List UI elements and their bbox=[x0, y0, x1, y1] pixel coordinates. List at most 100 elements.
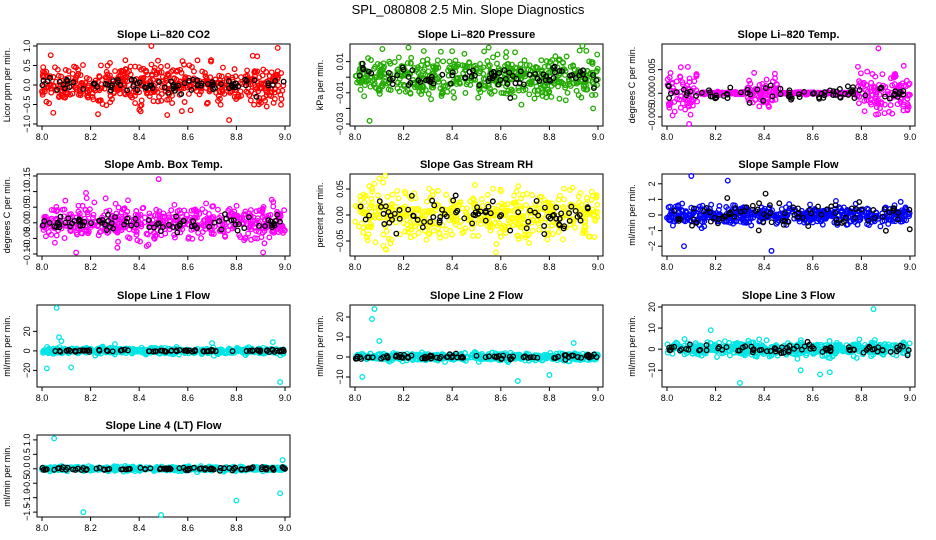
data-point-black bbox=[414, 216, 421, 223]
data-point-black bbox=[504, 80, 511, 87]
data-point-black bbox=[63, 347, 70, 354]
data-point-black bbox=[577, 68, 584, 75]
data-point bbox=[475, 232, 482, 239]
data-point bbox=[677, 74, 684, 81]
data-point-black bbox=[439, 206, 446, 213]
data-point bbox=[50, 82, 57, 89]
data-point bbox=[470, 232, 477, 239]
y-tick-label: 0.00 bbox=[22, 214, 32, 232]
data-point bbox=[667, 70, 674, 76]
data-point-black bbox=[149, 85, 156, 91]
data-point bbox=[365, 77, 372, 84]
data-point-black bbox=[386, 76, 393, 83]
data-point-black bbox=[243, 77, 250, 84]
data-point bbox=[864, 68, 871, 75]
figure-title: SPL_080808 2.5 Min. Slope Diagnostics bbox=[352, 2, 585, 17]
data-point bbox=[502, 54, 509, 61]
data-point-black bbox=[574, 213, 581, 220]
data-point bbox=[51, 207, 58, 214]
data-point-black bbox=[430, 214, 437, 221]
data-point bbox=[133, 231, 140, 238]
data-point-black bbox=[858, 206, 865, 213]
data-point-black bbox=[256, 222, 262, 229]
data-point bbox=[376, 215, 383, 221]
data-point bbox=[536, 226, 543, 233]
data-point bbox=[556, 95, 563, 102]
data-point-black bbox=[112, 214, 119, 221]
data-point bbox=[499, 203, 506, 210]
data-point-black bbox=[844, 83, 851, 90]
data-point-black bbox=[865, 217, 872, 224]
data-point-black bbox=[405, 206, 412, 213]
data-point bbox=[589, 92, 595, 99]
data-point bbox=[177, 66, 184, 73]
data-point-black bbox=[800, 214, 807, 221]
data-point bbox=[124, 208, 131, 215]
data-point bbox=[158, 97, 165, 104]
data-point-black bbox=[698, 89, 705, 96]
data-point-black bbox=[174, 229, 181, 236]
data-point bbox=[450, 89, 457, 95]
data-point-black bbox=[525, 218, 532, 225]
data-point bbox=[747, 215, 754, 222]
data-point bbox=[738, 216, 745, 223]
data-point bbox=[83, 226, 90, 233]
data-point-black bbox=[680, 86, 687, 93]
data-point bbox=[768, 96, 775, 103]
data-point bbox=[111, 341, 118, 347]
data-point bbox=[259, 214, 266, 221]
data-point bbox=[394, 69, 401, 76]
data-point-black bbox=[852, 214, 859, 221]
data-point-black bbox=[449, 69, 456, 76]
data-point-black bbox=[786, 89, 793, 96]
data-point bbox=[209, 203, 216, 210]
data-point bbox=[43, 365, 50, 372]
data-point-black bbox=[405, 73, 412, 80]
data-point-black bbox=[56, 224, 63, 231]
data-point-black bbox=[96, 347, 103, 354]
data-point-black bbox=[476, 82, 483, 89]
data-point bbox=[680, 81, 686, 88]
data-point bbox=[686, 212, 693, 219]
data-point-black bbox=[154, 221, 161, 228]
data-point-black bbox=[707, 209, 713, 216]
data-point bbox=[413, 206, 420, 212]
data-point bbox=[567, 221, 574, 228]
x-tick-label: 9.0 bbox=[904, 132, 917, 142]
data-point bbox=[416, 224, 423, 231]
data-point bbox=[477, 89, 484, 96]
data-point bbox=[97, 97, 104, 104]
data-point bbox=[164, 63, 171, 69]
data-point-black bbox=[830, 92, 837, 99]
data-point bbox=[49, 348, 56, 355]
data-point bbox=[158, 91, 165, 98]
data-point bbox=[492, 249, 499, 256]
data-point bbox=[400, 220, 407, 226]
data-point-black bbox=[707, 218, 714, 225]
data-point bbox=[266, 234, 273, 241]
data-point bbox=[686, 75, 693, 82]
data-point bbox=[148, 61, 155, 68]
data-point-black bbox=[553, 204, 560, 211]
data-point-black bbox=[76, 216, 83, 223]
x-tick-label: 8.2 bbox=[84, 132, 97, 142]
data-point bbox=[365, 223, 372, 230]
data-point-black bbox=[584, 204, 591, 211]
data-point bbox=[96, 229, 103, 236]
data-point bbox=[545, 63, 552, 70]
data-point-black bbox=[541, 204, 548, 211]
data-point-black bbox=[684, 89, 691, 96]
data-point bbox=[194, 57, 201, 64]
data-point bbox=[434, 201, 441, 208]
data-point-black bbox=[211, 219, 218, 226]
data-point bbox=[903, 217, 910, 224]
data-point bbox=[53, 232, 60, 239]
data-point-black bbox=[469, 67, 476, 74]
data-point bbox=[83, 75, 90, 81]
data-point bbox=[90, 211, 97, 218]
data-point-black bbox=[760, 211, 767, 218]
data-point bbox=[430, 227, 437, 234]
data-point bbox=[369, 199, 376, 206]
data-point bbox=[900, 62, 907, 69]
data-point bbox=[691, 78, 698, 85]
